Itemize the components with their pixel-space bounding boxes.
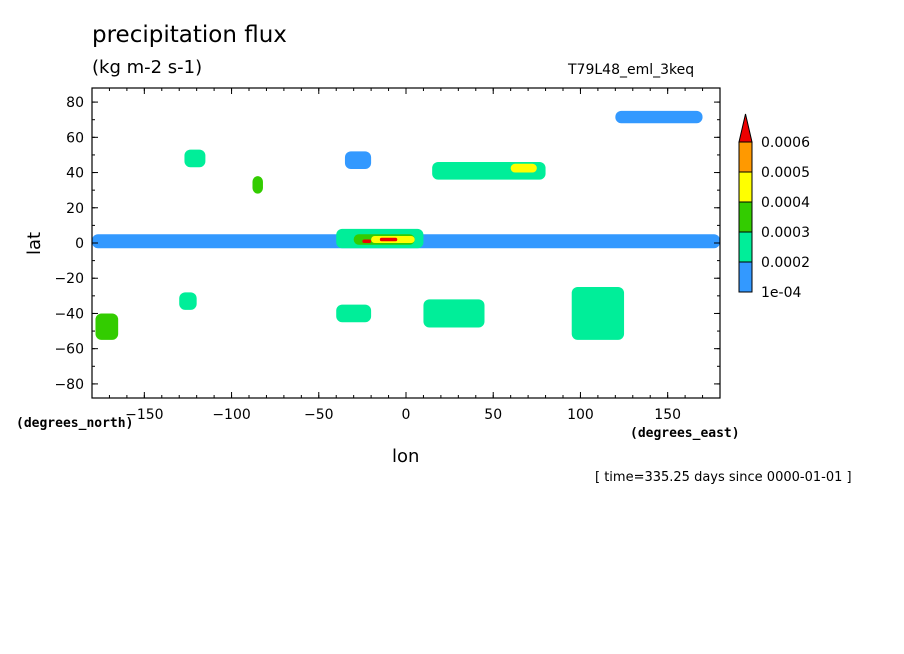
precip-feature-13	[95, 313, 119, 340]
colorbar: 1e-04 0.0002 0.0003 0.0004 0.0005 0.0006	[738, 113, 810, 301]
x-tick-label: 50	[484, 407, 502, 423]
x-tick-label: 0	[402, 407, 411, 423]
x-tick-label: −100	[212, 407, 250, 423]
precip-feature-14	[336, 304, 372, 323]
run-label: T79L48_eml_3keq	[568, 62, 695, 78]
x-tick-label: −150	[125, 407, 163, 423]
colorbar-swatch	[738, 231, 753, 263]
precip-feature-4	[379, 237, 398, 242]
precipitation-field	[92, 110, 720, 340]
x-tick-label: −50	[304, 407, 334, 423]
precip-feature-15	[423, 299, 485, 328]
precip-feature-17	[179, 292, 197, 310]
colorbar-label: 0.0006	[761, 135, 810, 151]
y-tick-label: 20	[66, 201, 84, 217]
axes: −150 −100 −50 0 50 100 150 80 60 40 20 0 −20 −40 −60 −8…	[54, 88, 720, 423]
y-tick-label: −20	[54, 271, 84, 287]
y-axis-units: (degrees_north)	[16, 416, 134, 431]
colorbar-swatch	[738, 261, 753, 293]
precip-feature-7	[184, 149, 206, 168]
precip-feature-12	[615, 110, 703, 124]
units-label: (kg m-2 s-1)	[92, 57, 203, 78]
precip-feature-8	[252, 176, 263, 194]
colorbar-label: 1e-04	[761, 285, 801, 301]
colorbar-label: 0.0004	[761, 195, 810, 211]
colorbar-arrow	[738, 113, 753, 143]
x-axis-units: (degrees_east)	[630, 426, 740, 441]
chart-title: precipitation flux	[92, 22, 287, 48]
precip-feature-9	[344, 151, 372, 170]
y-tick-label: 0	[75, 236, 84, 252]
x-tick-label: 100	[567, 407, 594, 423]
colorbar-swatch	[738, 171, 753, 203]
x-tick-label: 150	[654, 407, 681, 423]
colorbar-swatch	[738, 201, 753, 233]
y-tick-label: 40	[66, 166, 84, 182]
x-axis-label: lon	[392, 446, 420, 467]
precip-feature-16	[571, 287, 625, 340]
time-label: [ time=335.25 days since 0000-01-01 ]	[595, 470, 852, 485]
y-tick-label: 60	[66, 130, 84, 146]
precip-feature-11	[510, 163, 537, 173]
y-tick-label: −80	[54, 377, 84, 393]
colorbar-swatch	[738, 141, 753, 173]
colorbar-label: 0.0003	[761, 225, 810, 241]
y-tick-label: −60	[54, 342, 84, 358]
y-tick-label: −40	[54, 306, 84, 322]
colorbar-label: 0.0005	[761, 165, 810, 181]
y-tick-label: 80	[66, 95, 84, 111]
precip-feature-5	[362, 239, 372, 243]
colorbar-label: 0.0002	[761, 255, 810, 271]
